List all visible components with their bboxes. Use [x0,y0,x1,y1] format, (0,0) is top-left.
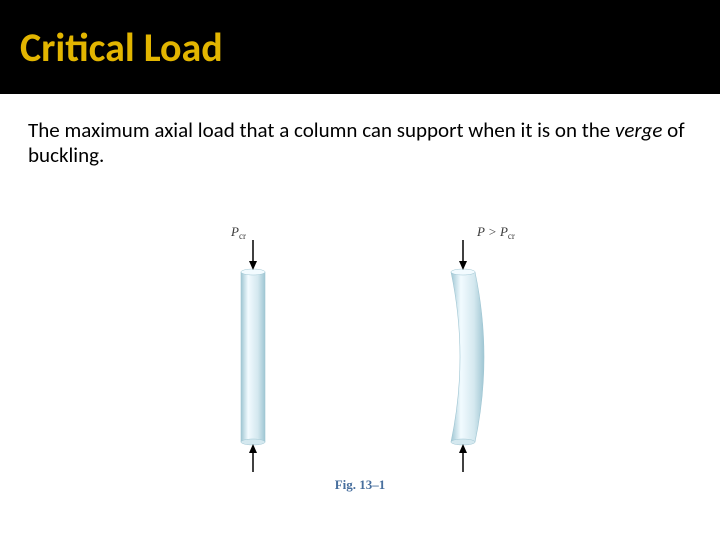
svg-text:Pcr: Pcr [230,224,246,241]
definition-text: The maximum axial load that a column can… [28,118,692,168]
definition-verge: verge [615,117,662,143]
slide-title: Critical Load [20,23,223,72]
figure-area: PcrPcr(a)P > PcrP > Pcr(b) Fig. 13–1 [28,212,692,512]
slide-header: Critical Load [0,0,720,94]
slide-body: The maximum axial load that a column can… [0,94,720,512]
column-diagram: PcrPcr(a)P > PcrP > Pcr(b) [28,212,692,472]
figure-caption: Fig. 13–1 [28,477,692,493]
definition-pre: The maximum axial load that a column can… [28,117,615,143]
svg-text:P > Pcr: P > Pcr [476,224,515,241]
